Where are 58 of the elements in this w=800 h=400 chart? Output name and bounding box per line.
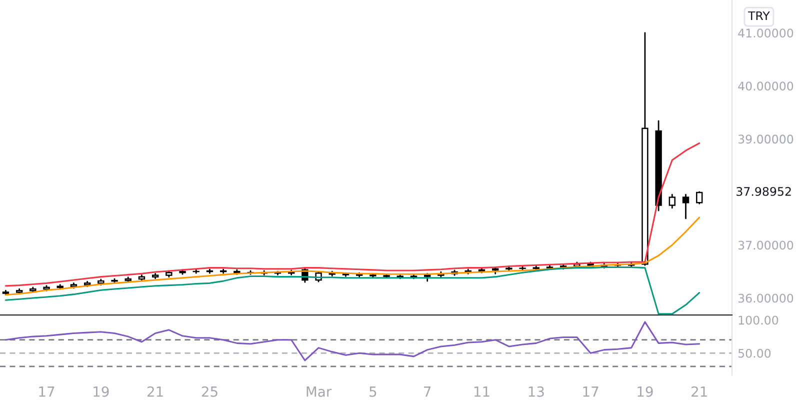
line-series xyxy=(4,321,700,362)
x-tick-label: 17 xyxy=(39,386,54,397)
candlestick xyxy=(56,286,64,290)
y-tick-label: 37.00000 xyxy=(738,240,794,250)
x-tick-label: 5 xyxy=(370,386,376,397)
x-tick-label: 25 xyxy=(202,386,218,397)
candlestick xyxy=(70,284,78,289)
candlestick xyxy=(370,274,376,278)
candlestick xyxy=(16,290,23,294)
candlestick xyxy=(84,282,91,288)
candlestick xyxy=(614,264,622,268)
candlestick xyxy=(30,288,36,293)
candlestick xyxy=(696,192,703,204)
candlestick xyxy=(192,270,200,274)
line-series xyxy=(4,266,700,315)
x-tick-label: 21 xyxy=(692,386,707,397)
x-tick-label: 19 xyxy=(638,386,653,397)
candlestick xyxy=(356,274,363,278)
candlestick xyxy=(642,32,648,266)
x-tick-label: Mar xyxy=(306,386,332,397)
candlestick xyxy=(2,292,10,296)
candlestick xyxy=(206,270,214,274)
x-tick-label: 17 xyxy=(583,386,598,397)
text: TRY xyxy=(748,11,770,20)
text: 37.98952 xyxy=(736,186,791,196)
candlestick xyxy=(124,278,132,283)
candlestick xyxy=(98,280,104,286)
y-tick-label: 50.00 xyxy=(738,348,771,358)
candlestick xyxy=(546,266,554,270)
x-tick-label: 21 xyxy=(148,386,163,397)
candlestick xyxy=(138,276,146,282)
candlestick xyxy=(179,270,186,275)
y-tick-label: 41.00000 xyxy=(738,28,794,38)
candlestick xyxy=(247,272,254,275)
y-tick-label: 100.00 xyxy=(738,316,778,325)
candlestick xyxy=(519,268,526,271)
candlestick xyxy=(342,274,350,277)
x-tick-label: 19 xyxy=(94,386,109,397)
candlestick xyxy=(234,270,240,275)
candlestick xyxy=(410,276,418,280)
line-series xyxy=(4,142,700,287)
y-tick-label: 40.00000 xyxy=(738,82,794,91)
x-tick-label: 13 xyxy=(528,386,544,397)
candlestick xyxy=(274,272,282,276)
x-tick-label: 7 xyxy=(424,386,431,397)
candlestick xyxy=(532,267,540,271)
x-tick-label: 11 xyxy=(474,386,490,397)
candlestick xyxy=(152,274,159,280)
candlestick xyxy=(668,194,676,209)
candlestick xyxy=(682,194,690,220)
y-tick-label: 36.00000 xyxy=(738,294,794,303)
y-tick-label: 39.00000 xyxy=(738,134,794,144)
candlestick xyxy=(506,268,512,272)
candlestick xyxy=(220,270,227,274)
line-series xyxy=(4,216,700,296)
candlestick xyxy=(111,280,118,284)
candlestick xyxy=(655,120,662,212)
candlestick xyxy=(43,286,50,292)
